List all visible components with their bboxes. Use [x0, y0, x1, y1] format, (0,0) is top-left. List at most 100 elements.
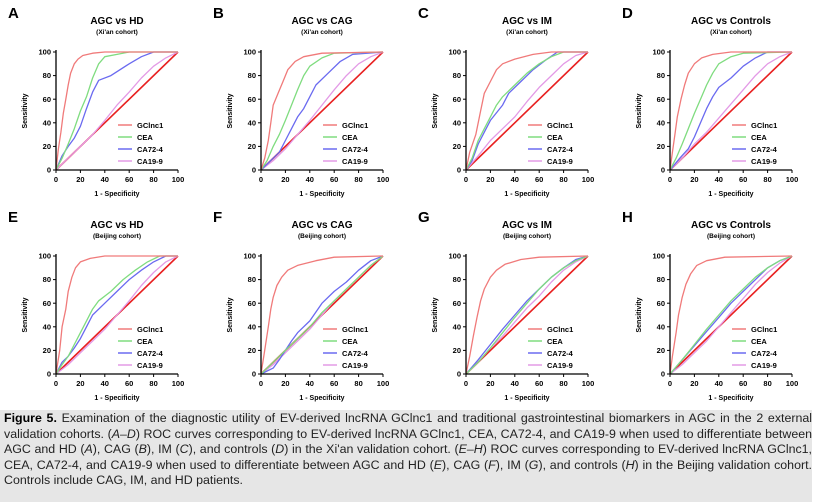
legend-label: CA19-9 [137, 157, 163, 166]
y-tick-label: 0 [661, 166, 665, 175]
y-tick-label: 60 [43, 299, 51, 308]
y-tick-label: 40 [248, 322, 256, 331]
roc-curve-ca19-9 [55, 255, 179, 375]
x-tick-label: 20 [76, 175, 84, 184]
y-tick-label: 100 [243, 48, 256, 57]
x-axis-label: 1 - Specificity [708, 191, 753, 198]
y-tick-label: 20 [453, 346, 461, 355]
y-tick-label: 100 [652, 48, 665, 57]
panel-letter: D [622, 5, 633, 22]
y-tick-label: 0 [457, 166, 461, 175]
x-tick-label: 40 [101, 379, 109, 388]
roc-curve-ca19-9 [465, 51, 589, 171]
x-tick-label: 100 [582, 379, 595, 388]
panel-letter: H [622, 209, 633, 226]
y-axis-label: Sensitivity [227, 297, 234, 332]
y-tick-label: 0 [47, 166, 51, 175]
y-tick-label: 40 [43, 322, 51, 331]
x-tick-label: 20 [281, 175, 289, 184]
x-tick-label: 20 [486, 379, 494, 388]
y-axis-label: Sensitivity [636, 93, 643, 128]
caption-text: ) ROC curves corresponding to EV-derived… [4, 426, 812, 457]
x-tick-label: 40 [715, 379, 723, 388]
y-tick-label: 0 [252, 166, 256, 175]
x-tick-label: 0 [464, 379, 468, 388]
y-tick-label: 100 [38, 48, 51, 57]
panel-title: AGC vs Controls [691, 16, 771, 27]
roc-panel-f: F AGC vs CAG (Beijing cohort) 0 20 40 60 80 100 0… [213, 209, 389, 402]
y-tick-label: 60 [657, 299, 665, 308]
legend-label: CA19-9 [342, 361, 368, 370]
roc-curve-cea [55, 51, 178, 171]
legend-label: CA19-9 [751, 157, 777, 166]
x-tick-label: 40 [511, 379, 519, 388]
roc-panel-h: H AGC vs Controls (Beijing cohort) 0 20 40 60 8… [622, 209, 798, 402]
panel-title: AGC vs HD [90, 16, 143, 27]
x-tick-label: 100 [172, 379, 185, 388]
panel-subtitle: (Beijing cohort) [503, 233, 551, 240]
legend-label: CEA [751, 133, 767, 142]
x-tick-label: 40 [101, 175, 109, 184]
roc-curve-gclnc1 [260, 51, 384, 171]
legend-label: GClnc1 [342, 121, 368, 130]
y-tick-label: 80 [453, 275, 461, 284]
x-tick-label: 80 [763, 379, 771, 388]
roc-curve-gclnc1 [465, 255, 589, 375]
y-tick-label: 20 [657, 346, 665, 355]
roc-curve-gclnc1 [669, 255, 793, 375]
roc-curve-ca19-9 [669, 255, 793, 375]
y-axis-label: Sensitivity [636, 297, 643, 332]
panel-subtitle: (Xi'an cohort) [301, 29, 343, 36]
y-tick-label: 20 [657, 142, 665, 151]
x-tick-label: 80 [354, 175, 362, 184]
x-tick-label: 60 [535, 379, 543, 388]
y-tick-label: 20 [248, 142, 256, 151]
legend-label: CEA [342, 133, 358, 142]
legend-label: GClnc1 [342, 325, 368, 334]
reference-diagonal [465, 51, 589, 171]
legend-label: CA19-9 [342, 157, 368, 166]
roc-curve-cea [55, 255, 178, 375]
roc-curve-cea [669, 51, 793, 171]
roc-curve-ca72-4 [260, 51, 384, 171]
x-tick-label: 0 [668, 379, 672, 388]
x-axis-label: 1 - Specificity [94, 191, 139, 198]
y-tick-label: 100 [38, 252, 51, 261]
panel-letter: C [418, 5, 429, 22]
panel-letter: A [8, 5, 19, 22]
legend-label: CA72-4 [547, 349, 574, 358]
panel-letter: F [213, 209, 222, 226]
panel-subtitle: (Beijing cohort) [298, 233, 346, 240]
x-axis-label: 1 - Specificity [504, 191, 549, 198]
x-tick-label: 100 [377, 379, 390, 388]
y-tick-label: 80 [453, 71, 461, 80]
legend-label: CEA [751, 337, 767, 346]
y-tick-label: 60 [453, 95, 461, 104]
y-tick-label: 40 [657, 118, 665, 127]
legend-label: CEA [342, 337, 358, 346]
roc-curve-ca19-9 [55, 51, 179, 171]
y-tick-label: 80 [657, 275, 665, 284]
caption-ref: G [528, 457, 539, 472]
y-tick-label: 0 [457, 370, 461, 379]
legend-label: CEA [547, 133, 563, 142]
caption-text: ), IM ( [495, 457, 529, 472]
caption-text: ), CAG ( [442, 457, 489, 472]
caption-ref: E [433, 457, 442, 472]
roc-panel-d: D AGC vs Controls (Xi'an cohort) 0 20 40 60 80 1… [622, 5, 798, 198]
x-tick-label: 60 [739, 379, 747, 388]
roc-curve-cea [465, 255, 589, 375]
x-tick-label: 0 [54, 175, 58, 184]
x-tick-label: 40 [511, 175, 519, 184]
y-axis-label: Sensitivity [22, 297, 29, 332]
x-tick-label: 40 [715, 175, 723, 184]
legend-label: CEA [137, 337, 153, 346]
x-tick-label: 100 [377, 175, 390, 184]
caption-text: ), IM ( [146, 442, 180, 457]
x-axis-label: 1 - Specificity [504, 395, 549, 402]
x-axis-label: 1 - Specificity [708, 395, 753, 402]
x-tick-label: 0 [54, 379, 58, 388]
roc-curve-cea [260, 51, 384, 171]
y-tick-label: 40 [43, 118, 51, 127]
x-tick-label: 100 [582, 175, 595, 184]
